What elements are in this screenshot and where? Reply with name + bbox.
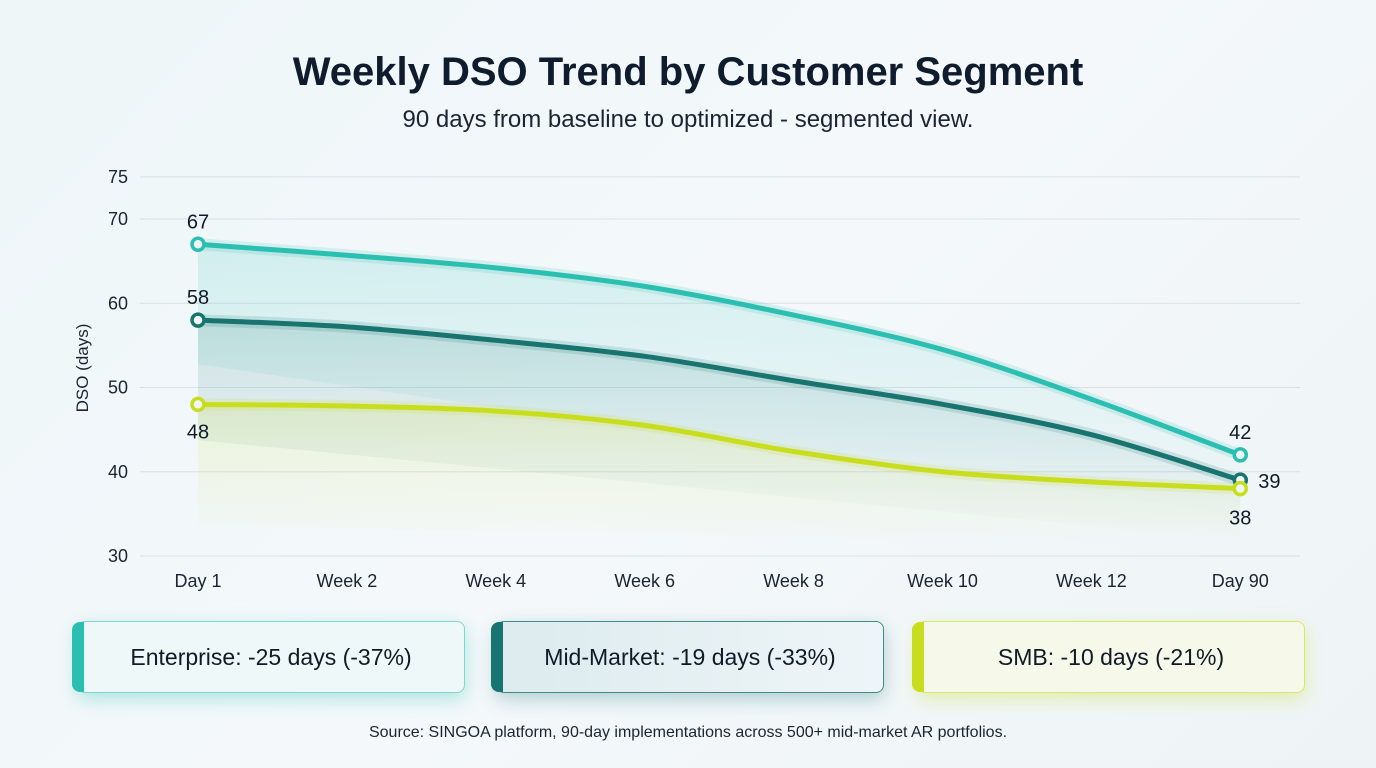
card-accent	[72, 622, 84, 692]
card-accent	[491, 622, 503, 692]
data-label: 42	[1229, 422, 1251, 444]
card-label: Mid-Market: -19 days (-33%)	[544, 643, 836, 670]
chart-subtitle: 90 days from baseline to optimized - seg…	[402, 106, 974, 133]
x-tick-label: Week 4	[465, 571, 526, 591]
series-area-smb	[198, 404, 1241, 549]
y-axis-label: DSO (days)	[73, 324, 92, 413]
summary-card-enterprise: Enterprise: -25 days (-37%)	[72, 621, 465, 693]
data-label: 58	[187, 287, 209, 309]
y-tick-label: 70	[108, 209, 128, 229]
y-tick-label: 30	[108, 546, 128, 566]
series-line-smb	[195, 401, 1243, 492]
data-point-marker	[1232, 480, 1249, 497]
x-tick-label: Day 1	[174, 571, 221, 591]
chart-title: Weekly DSO Trend by Customer Segment	[292, 50, 1084, 94]
data-point-marker	[190, 312, 206, 328]
x-tick-label: Week 8	[763, 571, 824, 591]
data-point-marker	[1232, 447, 1249, 463]
series-line-enterprise	[195, 241, 1243, 458]
series-line-mid-market	[195, 317, 1243, 483]
line-chart: 30 40 50 60 70 75 Day 1 Week 2 Week 4 Week 6 Week …	[73, 167, 1300, 591]
data-point-marker	[190, 396, 206, 413]
x-tick-label: Week 10	[907, 571, 978, 591]
data-label: 39	[1258, 471, 1280, 493]
data-point-marker	[190, 236, 206, 253]
x-tick-label: Day 90	[1212, 571, 1269, 591]
summary-card-smb: SMB: -10 days (-21%)	[912, 621, 1305, 693]
data-label: 38	[1229, 508, 1251, 530]
card-label: Enterprise: -25 days (-37%)	[130, 643, 412, 670]
y-tick-label: 40	[108, 462, 128, 482]
data-label: 67	[187, 211, 209, 233]
y-tick-label: 60	[108, 293, 128, 313]
card-accent	[912, 622, 924, 692]
summary-card-mid-market: Mid-Market: -19 days (-33%)	[491, 621, 884, 693]
data-label: 48	[187, 421, 209, 443]
source-note: Source: SINGOA platform, 90-day implemen…	[368, 724, 1008, 741]
x-tick-label: Week 12	[1056, 571, 1127, 591]
x-tick-label: Week 2	[317, 571, 378, 591]
x-tick-label: Week 6	[614, 571, 675, 591]
y-tick-label: 75	[108, 167, 128, 187]
card-label: SMB: -10 days (-21%)	[997, 643, 1225, 670]
y-tick-label: 50	[108, 378, 128, 398]
